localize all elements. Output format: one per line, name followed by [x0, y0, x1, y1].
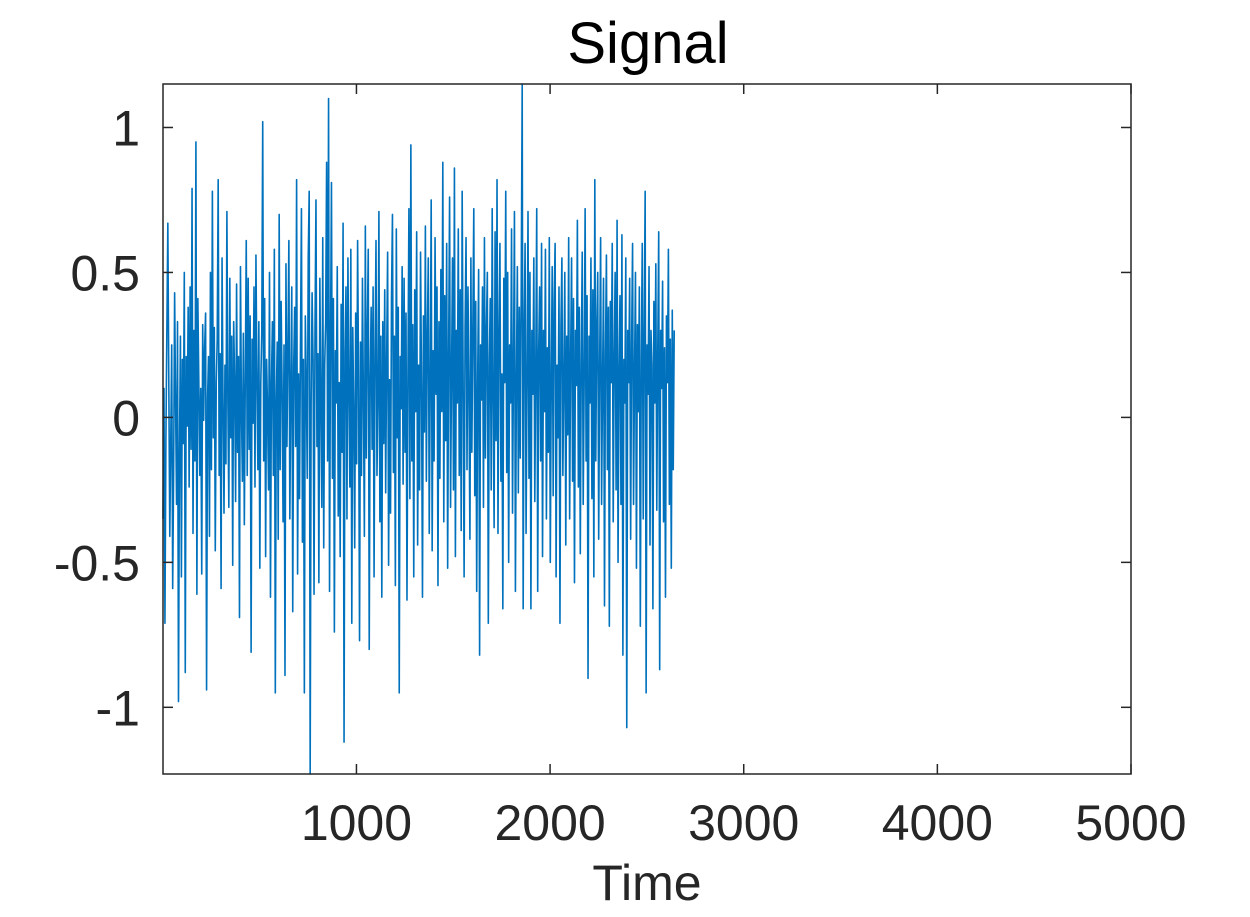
tick-layer: 1000 2000 3000 4000 5000 1 0.5 0 -0.5 -1: [54, 84, 1187, 851]
x-tick-label: 2000: [494, 795, 605, 851]
y-tick-label: -0.5: [54, 535, 140, 591]
x-tick-label: 5000: [1075, 795, 1186, 851]
y-tick-label: 0.5: [70, 245, 140, 301]
signal-line: [162, 83, 676, 775]
x-tick-label: 4000: [882, 795, 993, 851]
x-axis-label: Time: [592, 855, 701, 911]
y-tick-label: -1: [96, 680, 140, 736]
y-tick-label: 0: [112, 390, 140, 446]
y-tick-label: 1: [112, 100, 140, 156]
chart-title: Signal: [567, 11, 728, 76]
x-tick-label: 1000: [301, 795, 412, 851]
x-tick-label: 3000: [688, 795, 799, 851]
axes-box: [162, 83, 1132, 775]
series-layer: [162, 83, 676, 775]
